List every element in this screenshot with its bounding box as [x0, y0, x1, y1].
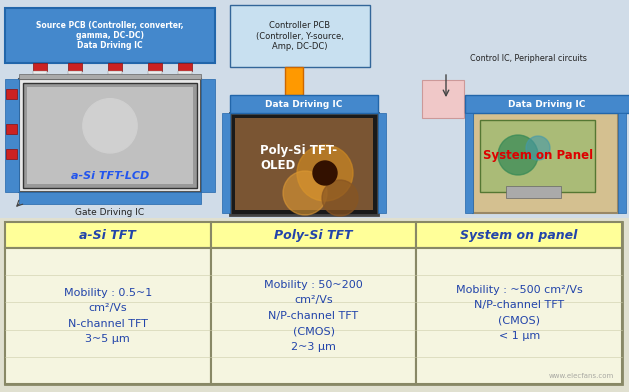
- Text: a-Si TFT: a-Si TFT: [79, 229, 136, 241]
- Circle shape: [83, 99, 137, 153]
- Bar: [6, 149, 17, 159]
- Bar: [68, 63, 82, 71]
- Bar: [178, 63, 192, 71]
- Bar: [6, 89, 17, 99]
- Bar: [5, 222, 211, 248]
- Bar: [5, 79, 19, 192]
- Circle shape: [322, 180, 358, 216]
- Text: Mobility : ~500 cm²/Vs
N/P-channel TFT
(CMOS)
< 1 μm: Mobility : ~500 cm²/Vs N/P-channel TFT (…: [456, 285, 582, 341]
- Bar: [33, 63, 47, 71]
- Bar: [473, 113, 618, 213]
- Bar: [178, 71, 192, 74]
- Bar: [108, 63, 122, 71]
- Bar: [211, 222, 416, 248]
- Bar: [465, 95, 629, 113]
- Text: a-Si TFT-LCD: a-Si TFT-LCD: [71, 171, 149, 181]
- Bar: [19, 74, 201, 79]
- Circle shape: [283, 171, 327, 215]
- Bar: [230, 5, 370, 67]
- Bar: [0, 218, 629, 392]
- Bar: [285, 67, 303, 95]
- Bar: [5, 248, 211, 384]
- Circle shape: [313, 161, 337, 185]
- Bar: [19, 192, 201, 204]
- Bar: [148, 71, 162, 74]
- Text: Data Driving IC: Data Driving IC: [265, 100, 343, 109]
- Circle shape: [526, 136, 550, 160]
- Bar: [108, 71, 122, 74]
- Bar: [211, 248, 416, 384]
- Bar: [201, 79, 215, 192]
- Bar: [33, 71, 47, 74]
- Bar: [222, 113, 230, 213]
- Text: Gate Driving IC: Gate Driving IC: [75, 207, 145, 216]
- Bar: [5, 222, 622, 384]
- Bar: [235, 118, 373, 210]
- Bar: [422, 80, 464, 118]
- Bar: [416, 248, 622, 384]
- Text: Poly-Si TFT-
OLED: Poly-Si TFT- OLED: [260, 144, 337, 172]
- Text: Poly-Si TFT: Poly-Si TFT: [274, 229, 353, 241]
- Bar: [416, 222, 622, 248]
- Bar: [618, 113, 626, 213]
- Text: Mobility : 50~200
cm²/Vs
N/P-channel TFT
(CMOS)
2~3 μm: Mobility : 50~200 cm²/Vs N/P-channel TFT…: [264, 280, 363, 352]
- Bar: [68, 71, 82, 74]
- Text: Data Driving IC: Data Driving IC: [508, 100, 586, 109]
- Bar: [480, 120, 595, 192]
- Bar: [5, 8, 215, 63]
- Text: Source PCB (Controller, converter,
gamma, DC-DC)
Data Driving IC: Source PCB (Controller, converter, gamma…: [36, 21, 184, 51]
- Bar: [378, 113, 386, 213]
- Bar: [465, 113, 473, 213]
- Bar: [506, 186, 561, 198]
- Circle shape: [498, 135, 538, 175]
- Bar: [0, 0, 629, 218]
- Text: www.elecfans.com: www.elecfans.com: [548, 373, 614, 379]
- Bar: [27, 87, 193, 184]
- Text: System on Panel: System on Panel: [483, 149, 593, 162]
- Text: Controller PCB
(Controller, Y-source,
Amp, DC-DC): Controller PCB (Controller, Y-source, Am…: [256, 21, 344, 51]
- Text: System on panel: System on panel: [460, 229, 578, 241]
- Bar: [230, 113, 378, 215]
- Text: Control IC, Peripheral circuits: Control IC, Peripheral circuits: [470, 53, 586, 62]
- Bar: [230, 95, 378, 113]
- Bar: [23, 83, 197, 188]
- Text: Mobility : 0.5~1
cm²/Vs
N-channel TFT
3~5 μm: Mobility : 0.5~1 cm²/Vs N-channel TFT 3~…: [64, 288, 152, 345]
- Bar: [6, 124, 17, 134]
- Bar: [148, 63, 162, 71]
- Bar: [19, 79, 201, 192]
- Circle shape: [297, 145, 353, 201]
